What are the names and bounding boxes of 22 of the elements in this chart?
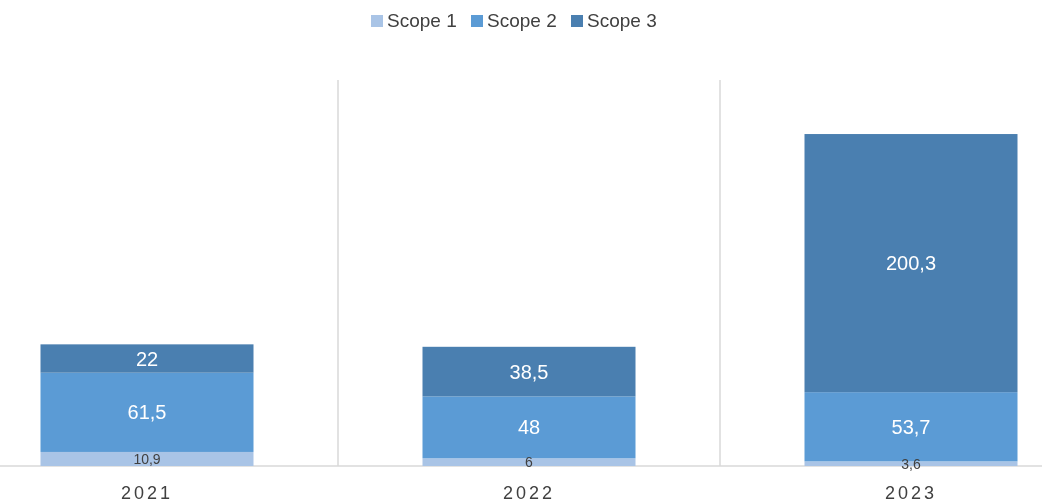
legend-label: Scope 1 bbox=[387, 10, 457, 31]
data-label: 3,6 bbox=[901, 455, 921, 472]
data-label: 48 bbox=[517, 416, 541, 439]
x-tick-label: 2023 bbox=[884, 483, 938, 503]
data-label: 10,9 bbox=[133, 450, 161, 467]
bar bbox=[422, 346, 636, 397]
x-tick-label: 2021 bbox=[120, 483, 174, 503]
data-label: 61,5 bbox=[127, 401, 167, 424]
legend-label: Scope 3 bbox=[587, 10, 657, 31]
data-label: 22 bbox=[135, 347, 159, 370]
data-label: 6 bbox=[525, 454, 534, 471]
bar bbox=[40, 344, 254, 373]
bar bbox=[40, 451, 254, 466]
bar bbox=[40, 372, 254, 452]
data-label: 53,7 bbox=[891, 415, 931, 438]
bar bbox=[422, 458, 636, 466]
x-tick-label: 2022 bbox=[502, 483, 556, 503]
data-label: 38,5 bbox=[509, 360, 549, 383]
legend-label: Scope 2 bbox=[487, 10, 557, 31]
bar bbox=[804, 134, 1018, 393]
data-label: 200,3 bbox=[885, 252, 937, 275]
bar bbox=[422, 396, 636, 459]
